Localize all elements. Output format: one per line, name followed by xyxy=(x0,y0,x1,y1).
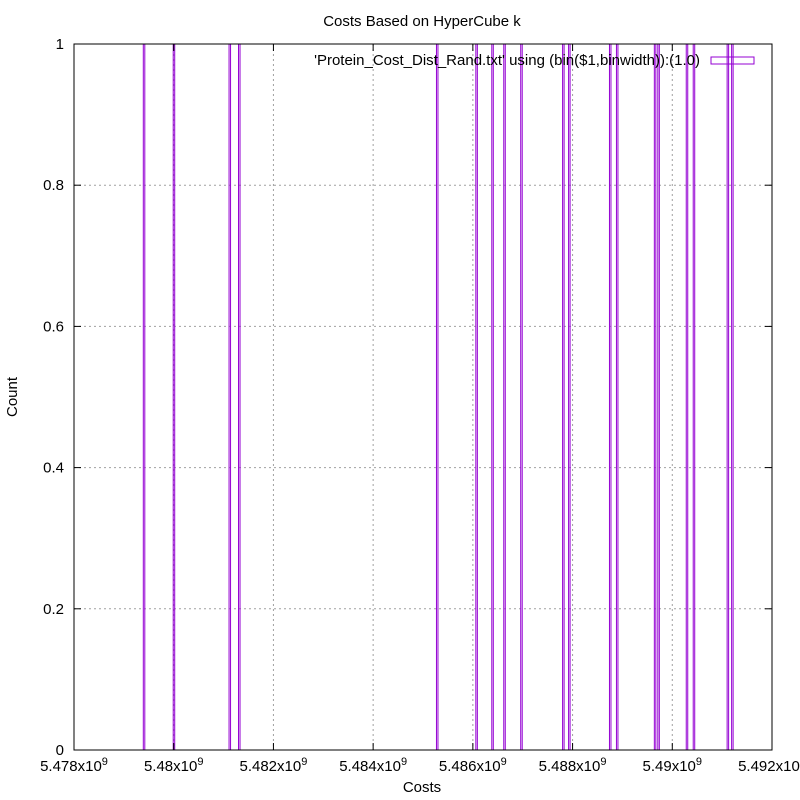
x-axis-label: Costs xyxy=(403,779,441,796)
histogram-bar xyxy=(685,43,689,751)
x-tick-label: 5.492x109 xyxy=(738,756,800,775)
bars xyxy=(142,43,734,751)
histogram-bar xyxy=(615,43,619,751)
chart-title: Costs Based on HyperCube k xyxy=(323,13,521,30)
histogram-bar xyxy=(692,43,696,751)
grid-lines xyxy=(74,44,772,750)
histogram-bar xyxy=(657,43,660,751)
y-tick-label: 0 xyxy=(56,742,64,759)
histogram-bar xyxy=(568,43,571,751)
x-tick-label: 5.484x109 xyxy=(339,756,407,775)
histogram-bar xyxy=(435,43,439,751)
legend: 'Protein_Cost_Dist_Rand.txt' using (bin(… xyxy=(314,52,755,69)
histogram-bar xyxy=(608,43,612,751)
histogram-bar xyxy=(653,43,657,751)
x-tick-label: 5.482x109 xyxy=(239,756,307,775)
axis-ticks xyxy=(73,43,773,751)
y-tick-labels: 0 0.2 0.4 0.6 0.8 1 xyxy=(43,36,64,759)
y-tick-label: 0.2 xyxy=(43,601,64,618)
histogram-bar xyxy=(228,43,232,751)
legend-label: 'Protein_Cost_Dist_Rand.txt' using (bin(… xyxy=(314,52,700,69)
x-tick-label: 5.478x109 xyxy=(40,756,108,775)
histogram-bar xyxy=(731,43,734,751)
histogram-bar xyxy=(238,43,241,751)
histogram-bar xyxy=(520,43,523,751)
histogram-bar xyxy=(503,43,506,751)
plot-border xyxy=(73,43,773,751)
x-tick-label: 5.48x109 xyxy=(144,756,204,775)
histogram-bar xyxy=(475,43,478,751)
histogram-bar xyxy=(491,43,494,751)
y-tick-label: 1 xyxy=(56,36,64,53)
y-tick-label: 0.8 xyxy=(43,177,64,194)
y-tick-label: 0.4 xyxy=(43,460,64,477)
y-axis-label: Count xyxy=(4,376,21,417)
x-tick-label: 5.488x109 xyxy=(539,756,607,775)
histogram-bar xyxy=(142,43,146,751)
legend-swatch xyxy=(710,56,755,65)
y-tick-label: 0.6 xyxy=(43,318,64,335)
histogram-bar xyxy=(562,43,565,751)
x-tick-labels: 5.478x109 5.48x109 5.482x109 5.484x109 5.486… xyxy=(40,756,800,775)
histogram-bar xyxy=(726,43,730,751)
x-tick-label: 5.486x109 xyxy=(439,756,507,775)
x-tick-label: 5.49x109 xyxy=(643,756,703,775)
